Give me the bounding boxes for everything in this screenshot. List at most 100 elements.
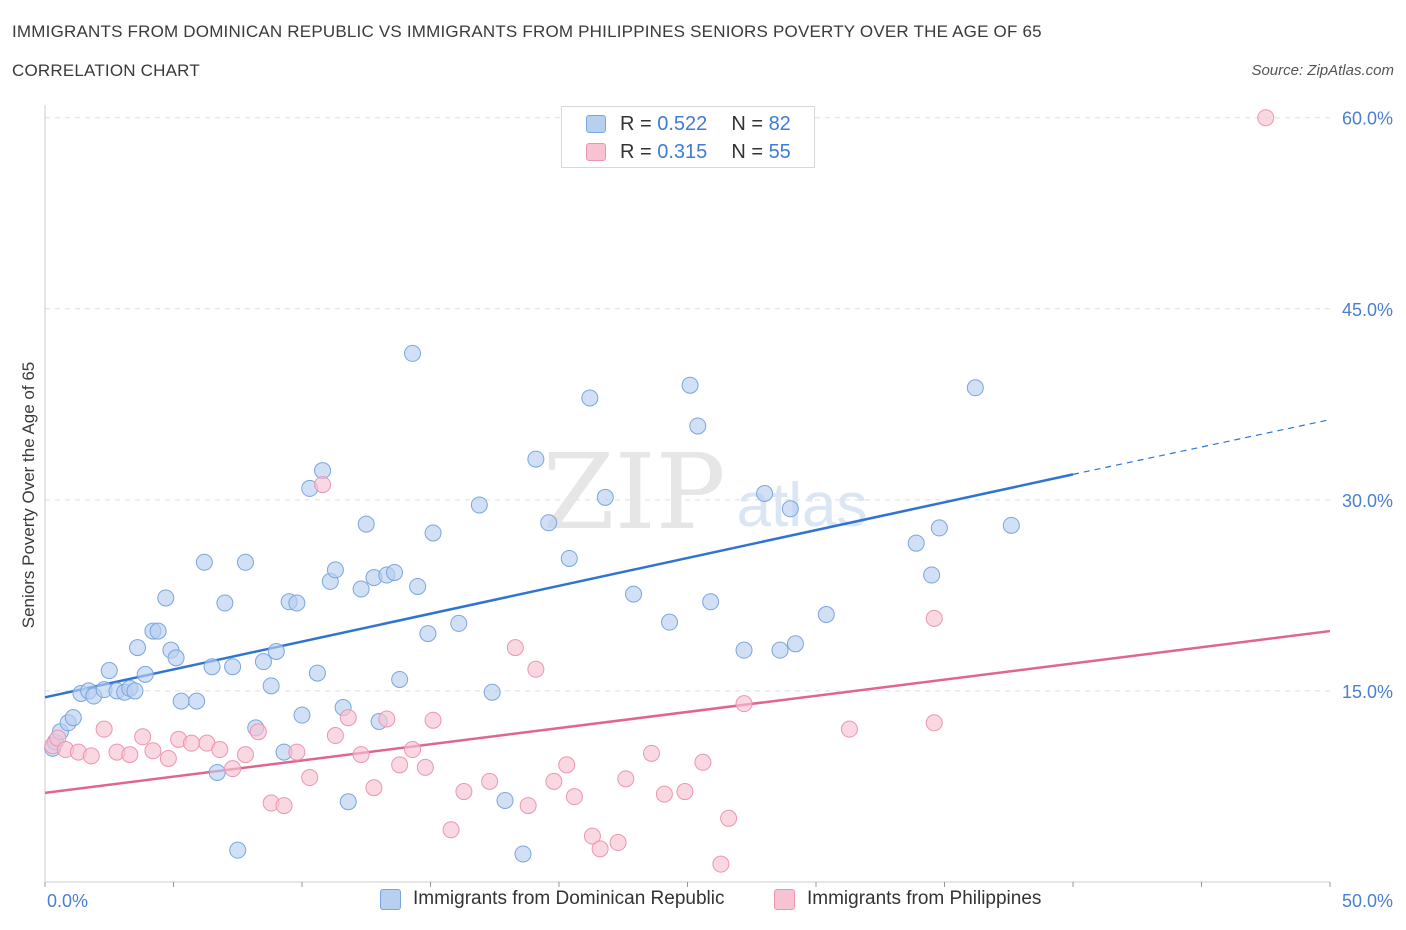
series-legend-label: Immigrants from Dominican Republic [413,888,725,909]
data-point [545,772,563,790]
data-point [481,772,499,790]
data-point [365,779,383,797]
series-dominican-points [44,344,1020,863]
data-point [149,622,167,640]
data-point [100,662,118,680]
data-point [208,763,226,781]
legend-n-value: 82 [768,112,791,135]
watermark: ZIP atlas [542,431,867,553]
data-point [167,649,185,667]
data-point [262,677,280,695]
series-legend-item-dominican: Immigrants from Dominican Republic [380,888,725,910]
data-point [771,641,789,659]
data-point [275,797,293,815]
data-point [416,758,434,776]
data-point [643,744,661,762]
data-point [126,682,144,700]
data-point [506,639,524,657]
data-point [267,642,285,660]
data-point [424,711,442,729]
data-point [470,496,488,514]
data-point [455,783,473,801]
data-point [293,706,311,724]
axes [44,105,1331,887]
data-point [558,756,576,774]
data-point [450,614,468,632]
data-point [496,791,514,809]
data-point [591,840,609,858]
x-tick-label: 50.0% [1342,891,1393,911]
data-point [840,720,858,738]
data-point [352,746,370,764]
data-point [224,658,242,676]
data-point [925,609,943,627]
data-point [404,344,422,362]
series-philippines-points [44,109,1275,873]
data-point [681,376,699,394]
y-tick-label: 60.0% [1342,109,1393,129]
data-point [609,834,627,852]
y-tick-label: 45.0% [1342,300,1393,320]
data-point [216,594,234,612]
data-point [519,797,537,815]
data-point [786,635,804,653]
chart-title: IMMIGRANTS FROM DOMINICAN REPUBLIC VS IM… [12,22,1042,41]
data-point [676,783,694,801]
data-point [229,841,247,859]
data-point [314,476,332,494]
data-point [1002,516,1020,534]
data-point [583,827,601,845]
data-point [404,741,422,759]
data-point [64,709,82,727]
data-point [339,793,357,811]
legend-r-value: 0.522 [657,112,708,135]
source-label: Source: ZipAtlas.com [1251,62,1394,79]
legend-swatch-pink [586,143,606,161]
legend-n-value: 55 [768,140,791,163]
data-point [907,534,925,552]
data-point [781,500,799,518]
data-point [617,770,635,788]
data-point [442,821,460,839]
legend-row-philippines: R = 0.315 N = 55 [586,140,791,164]
data-point [527,660,545,678]
data-point [288,743,306,761]
data-point [540,514,558,532]
data-point [254,653,272,671]
data-point [288,594,306,612]
legend-swatch-blue [586,115,606,133]
data-point [419,625,437,643]
legend-r-label: R = [620,140,652,163]
correlation-legend: R = 0.522 N = 82 R = 0.315 N = 55 [561,106,815,168]
legend-row-dominican: R = 0.522 N = 82 [586,112,791,136]
data-point [720,809,738,827]
data-point [136,665,154,683]
data-point [203,658,221,676]
data-point [339,709,357,727]
data-point [386,563,404,581]
series-legend-label: Immigrants from Philippines [807,888,1042,909]
data-point [735,695,753,713]
series-legend-swatch-blue [380,888,401,910]
data-point [157,589,175,607]
data-point [326,727,344,745]
data-point [172,692,190,710]
y-axis-title: Seniors Poverty Over the Age of 65 [19,362,38,628]
data-point [82,747,100,765]
data-point [391,756,409,774]
data-point [712,855,730,873]
data-point [182,734,200,752]
watermark-atlas: atlas [737,471,868,540]
gridlines [45,117,1330,692]
trend-line-dominican-extension [1072,419,1331,475]
trend-line-philippines [44,629,1331,795]
data-point [129,639,147,657]
data-point [483,683,501,701]
data-point [930,519,948,537]
data-point [817,606,835,624]
data-point [655,785,673,803]
data-point [661,613,679,631]
data-point [121,746,139,764]
data-point [694,753,712,771]
